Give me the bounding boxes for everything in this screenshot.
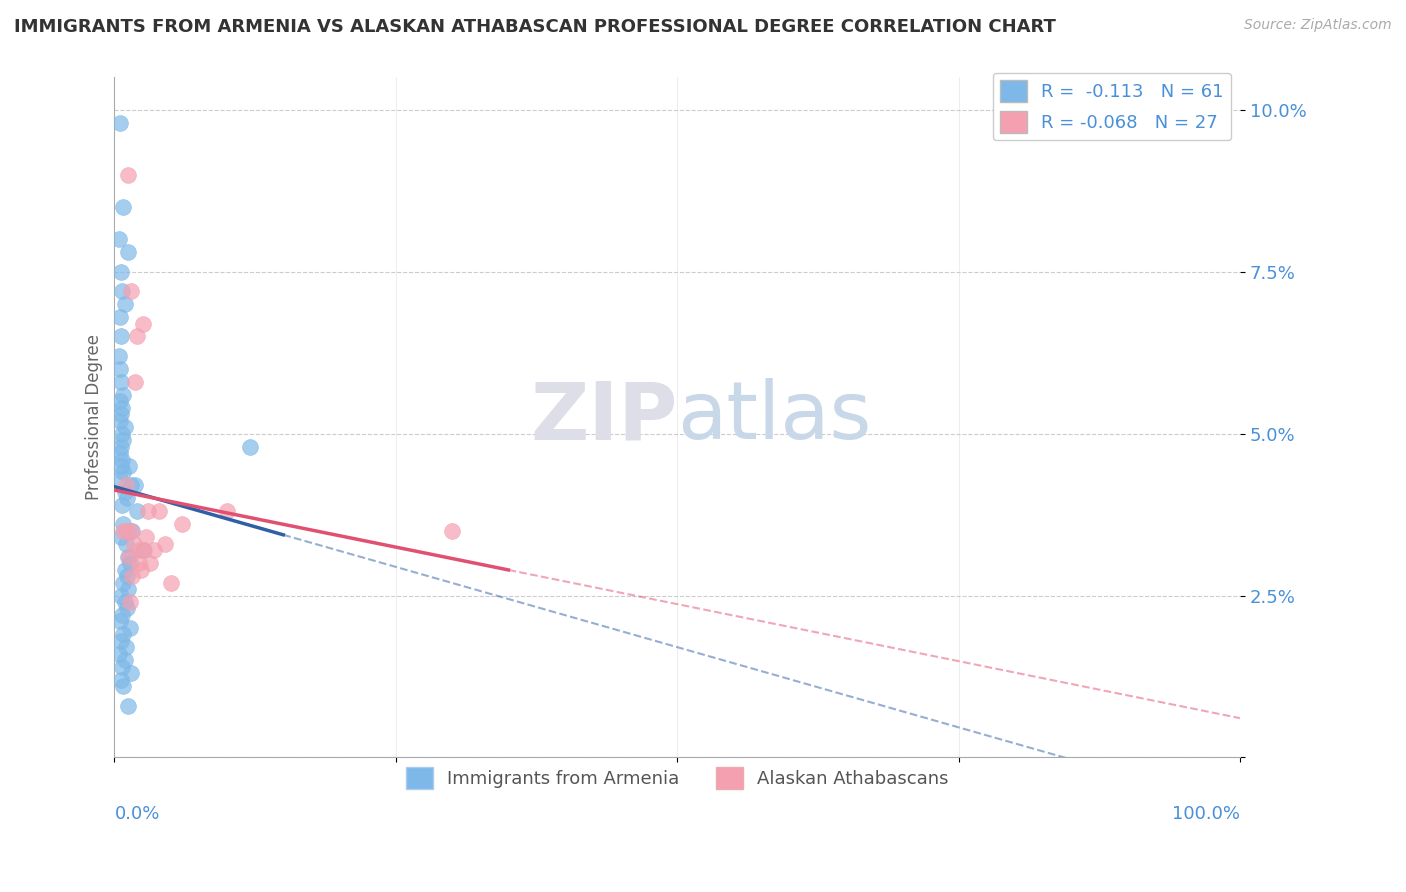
Point <box>108 116 131 130</box>
Point <box>215 504 238 518</box>
Point <box>110 673 132 687</box>
Point <box>121 524 143 538</box>
Text: 0.0%: 0.0% <box>114 805 160 823</box>
Point <box>111 401 134 415</box>
Text: ZIP: ZIP <box>530 378 678 457</box>
Point <box>110 375 132 389</box>
Text: atlas: atlas <box>678 378 872 457</box>
Point <box>111 452 134 467</box>
Point <box>110 329 132 343</box>
Point <box>121 569 143 583</box>
Point <box>148 504 170 518</box>
Point <box>131 563 153 577</box>
Point <box>125 329 148 343</box>
Point <box>128 556 150 570</box>
Point <box>110 633 132 648</box>
Point <box>120 595 142 609</box>
Point <box>117 245 139 260</box>
Point <box>159 575 181 590</box>
Point <box>131 317 153 331</box>
Point <box>115 569 138 583</box>
Point <box>110 265 132 279</box>
Point <box>111 498 134 512</box>
Point <box>114 537 136 551</box>
Point <box>117 549 139 564</box>
Point <box>108 414 131 428</box>
Point <box>110 589 132 603</box>
Point <box>114 595 136 609</box>
Y-axis label: Professional Degree: Professional Degree <box>86 334 103 500</box>
Point <box>108 310 131 324</box>
Point <box>115 524 138 538</box>
Point <box>111 607 134 622</box>
Point <box>108 446 131 460</box>
Legend: Immigrants from Armenia, Alaskan Athabascans: Immigrants from Armenia, Alaskan Athabas… <box>399 759 956 796</box>
Point <box>112 524 135 538</box>
Point <box>170 517 193 532</box>
Point <box>110 440 132 454</box>
Point <box>139 556 162 570</box>
Point <box>142 543 165 558</box>
Text: Source: ZipAtlas.com: Source: ZipAtlas.com <box>1244 18 1392 32</box>
Point <box>110 530 132 544</box>
Point <box>441 524 464 538</box>
Point <box>112 433 135 447</box>
Point <box>111 284 134 298</box>
Point <box>111 659 134 673</box>
Text: 100.0%: 100.0% <box>1173 805 1240 823</box>
Point <box>117 698 139 713</box>
Point <box>112 627 135 641</box>
Point <box>108 472 131 486</box>
Point <box>115 601 138 615</box>
Point <box>120 284 142 298</box>
Point <box>112 575 135 590</box>
Point <box>132 543 155 558</box>
Point <box>114 563 136 577</box>
Point <box>120 524 142 538</box>
Point <box>118 458 141 473</box>
Point <box>112 200 135 214</box>
Point <box>120 478 142 492</box>
Point <box>108 349 131 363</box>
Point <box>131 543 153 558</box>
Point <box>115 491 138 506</box>
Point <box>112 466 135 480</box>
Point <box>124 478 146 492</box>
Point <box>120 666 142 681</box>
Point <box>108 394 131 409</box>
Point <box>128 543 150 558</box>
Point <box>120 621 142 635</box>
Point <box>117 582 139 596</box>
Point <box>110 458 132 473</box>
Point <box>114 653 136 667</box>
Point <box>114 640 136 655</box>
Point <box>124 375 146 389</box>
Point <box>108 232 131 246</box>
Point <box>112 388 135 402</box>
Point <box>114 420 136 434</box>
Point <box>112 679 135 693</box>
Point <box>114 297 136 311</box>
Point <box>110 407 132 421</box>
Point <box>125 504 148 518</box>
Point <box>108 362 131 376</box>
Point <box>153 537 176 551</box>
Point <box>108 615 131 629</box>
Point <box>136 504 159 518</box>
Point <box>114 484 136 499</box>
Point <box>122 537 145 551</box>
Point <box>114 478 136 492</box>
Point <box>111 426 134 441</box>
Text: IMMIGRANTS FROM ARMENIA VS ALASKAN ATHABASCAN PROFESSIONAL DEGREE CORRELATION CH: IMMIGRANTS FROM ARMENIA VS ALASKAN ATHAB… <box>14 18 1056 36</box>
Point <box>135 530 157 544</box>
Point <box>238 440 260 454</box>
Point <box>108 647 131 661</box>
Point <box>117 168 139 182</box>
Point <box>120 556 142 570</box>
Point <box>112 517 135 532</box>
Point <box>118 549 141 564</box>
